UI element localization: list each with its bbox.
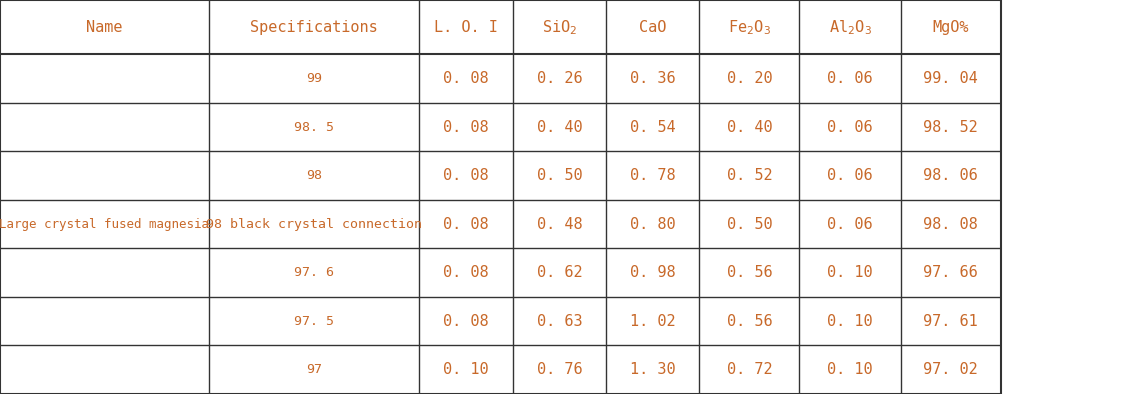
Text: 0. 08: 0. 08 <box>443 265 489 280</box>
Text: 0. 63: 0. 63 <box>536 314 583 329</box>
Text: 97. 02: 97. 02 <box>923 362 979 377</box>
Text: 0. 40: 0. 40 <box>726 120 773 135</box>
Text: 0. 06: 0. 06 <box>827 120 873 135</box>
Text: 98. 08: 98. 08 <box>923 217 979 232</box>
Text: 0. 36: 0. 36 <box>629 71 676 86</box>
Text: 98. 06: 98. 06 <box>923 168 979 183</box>
Text: 98. 5: 98. 5 <box>294 121 335 134</box>
Text: 0. 08: 0. 08 <box>443 120 489 135</box>
Text: 0. 10: 0. 10 <box>827 362 873 377</box>
Text: 0. 56: 0. 56 <box>726 265 773 280</box>
Text: 0. 54: 0. 54 <box>629 120 676 135</box>
Text: 0. 06: 0. 06 <box>827 71 873 86</box>
Text: 0. 52: 0. 52 <box>726 168 773 183</box>
Text: 0. 10: 0. 10 <box>827 265 873 280</box>
Text: CaO: CaO <box>638 20 667 35</box>
Text: 97. 5: 97. 5 <box>294 315 335 328</box>
Text: 99: 99 <box>306 72 322 85</box>
Text: 0. 72: 0. 72 <box>726 362 773 377</box>
Text: 97. 61: 97. 61 <box>923 314 979 329</box>
Text: 0. 98: 0. 98 <box>629 265 676 280</box>
Text: 1. 02: 1. 02 <box>629 314 676 329</box>
Text: 0. 06: 0. 06 <box>827 217 873 232</box>
Text: Name: Name <box>86 20 123 35</box>
Text: 97. 66: 97. 66 <box>923 265 979 280</box>
Text: 0. 62: 0. 62 <box>536 265 583 280</box>
Text: 0. 20: 0. 20 <box>726 71 773 86</box>
Text: SiO$_2$: SiO$_2$ <box>542 18 577 37</box>
Bar <box>0 0 1000 394</box>
Text: 0. 50: 0. 50 <box>536 168 583 183</box>
Text: 0. 80: 0. 80 <box>629 217 676 232</box>
Text: Fe$_2$O$_3$: Fe$_2$O$_3$ <box>728 18 770 37</box>
Text: 0. 08: 0. 08 <box>443 217 489 232</box>
Text: 0. 10: 0. 10 <box>443 362 489 377</box>
Text: 98: 98 <box>306 169 322 182</box>
Text: 0. 08: 0. 08 <box>443 71 489 86</box>
Text: 0. 10: 0. 10 <box>827 314 873 329</box>
Text: 98. 52: 98. 52 <box>923 120 979 135</box>
Text: 0. 40: 0. 40 <box>536 120 583 135</box>
Text: 0. 48: 0. 48 <box>536 217 583 232</box>
Text: 98 black crystal connection: 98 black crystal connection <box>206 218 422 230</box>
Text: Specifications: Specifications <box>250 20 378 35</box>
Text: 0. 06: 0. 06 <box>827 168 873 183</box>
Text: 0. 08: 0. 08 <box>443 314 489 329</box>
Text: 0. 76: 0. 76 <box>536 362 583 377</box>
Text: 0. 56: 0. 56 <box>726 314 773 329</box>
Text: 0. 08: 0. 08 <box>443 168 489 183</box>
Text: 0. 78: 0. 78 <box>629 168 676 183</box>
Text: 97: 97 <box>306 363 322 376</box>
Text: MgO%: MgO% <box>932 20 970 35</box>
Text: Al$_2$O$_3$: Al$_2$O$_3$ <box>828 18 872 37</box>
Text: 0. 26: 0. 26 <box>536 71 583 86</box>
Text: 99. 04: 99. 04 <box>923 71 979 86</box>
Text: 0. 50: 0. 50 <box>726 217 773 232</box>
Text: L. O. I: L. O. I <box>434 20 498 35</box>
Text: 1. 30: 1. 30 <box>629 362 676 377</box>
Text: Large crystal fused magnesia: Large crystal fused magnesia <box>0 218 209 230</box>
Text: 97. 6: 97. 6 <box>294 266 335 279</box>
